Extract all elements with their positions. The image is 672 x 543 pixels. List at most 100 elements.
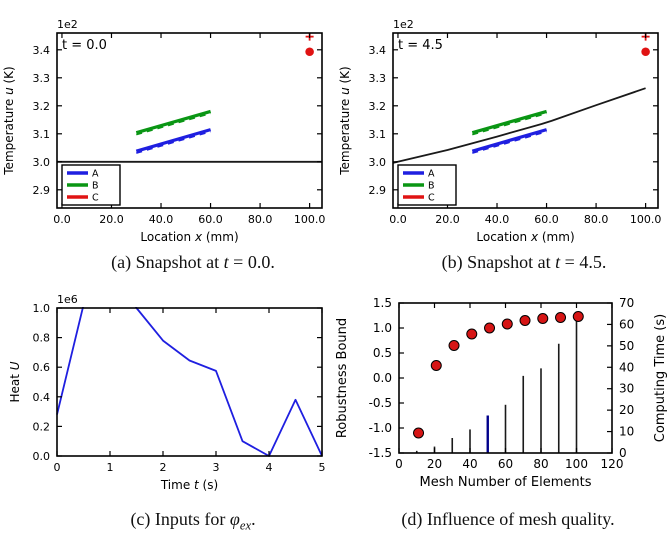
y-tick-label: 3.4: [369, 44, 387, 57]
series-A-solid: [135, 128, 212, 153]
y-tick-label: 3.0: [369, 156, 387, 169]
series-B-solid: [135, 109, 212, 135]
x-axis-label: Location x (mm): [476, 230, 574, 244]
series-B-dashed: [136, 112, 211, 136]
marker-robustness-bound-dots: [466, 328, 478, 340]
x-tick-label: 60.0: [198, 213, 223, 226]
y2-tick-label: 10: [619, 425, 634, 439]
x-tick-label: 0.0: [389, 213, 407, 226]
y-tick-label: 3.1: [33, 128, 51, 141]
legend-label-C: C: [428, 193, 435, 204]
plot-a-series: [57, 32, 322, 163]
series-A-solid: [471, 128, 548, 153]
ticks: [57, 33, 322, 208]
y-axis-label: Temperature u (K): [338, 66, 352, 175]
y-tick-label: 1.5: [373, 296, 392, 310]
y-tick-label: 0.2: [33, 420, 51, 433]
x-tick-label: 80.0: [248, 213, 273, 226]
caption-b: (b) Snapshot at t = 4.5.: [441, 252, 607, 272]
plot-b-series: [392, 32, 650, 164]
y-tick-label: 3.0: [33, 156, 51, 169]
plot-b: 0.0 20.0 40.0 60.0 80.0 100.0 2.9 3.0 3.1 3.2 3.3 3…: [338, 18, 661, 244]
y-tick-label: 3.2: [369, 100, 387, 113]
y-tick-label: 0.8: [33, 332, 51, 345]
x-tick-label: 20.0: [435, 213, 460, 226]
x-tick-label: 80: [533, 457, 548, 471]
y-tick-label: 0.6: [33, 361, 51, 374]
axes-box: [56, 307, 323, 457]
axis-offset-text: 1e2: [393, 18, 414, 31]
x-axis-label: Mesh Number of Elements: [420, 475, 592, 490]
marker-robustness-bound-dots: [430, 360, 442, 371]
x-tick-label: 100: [565, 457, 588, 471]
series-baseline: [392, 87, 646, 164]
y2-axis-label: Computing Time (s): [653, 314, 668, 442]
x-tick-label: 4: [266, 461, 273, 474]
x-tick-label: 1: [107, 461, 114, 474]
plot-a: 0.0 20.0 40.0 60.0 80.0 100.0 2.9 3.0 3.1 3.2 3.3 3…: [2, 18, 325, 244]
x-axis-label: Location x (mm): [140, 230, 238, 244]
marker-robustness-bound-dots: [519, 315, 531, 326]
x-tick-label: 80.0: [584, 213, 609, 226]
legend-label-A: A: [92, 169, 99, 180]
x-tick-label: 100.0: [294, 213, 326, 226]
legend: ABC: [61, 164, 121, 206]
y-tick-label: 3.3: [33, 72, 51, 85]
x-tick-label: 0: [54, 461, 61, 474]
x-tick-label: 20.0: [99, 213, 124, 226]
legend-label-B: B: [92, 181, 99, 192]
series-B-dashed: [472, 112, 547, 136]
x-tick-label: 0: [395, 457, 403, 471]
axes-box: [56, 32, 323, 209]
series-A-dashed: [472, 130, 547, 154]
ticks: [56, 307, 323, 457]
y2-tick-label: 0: [619, 446, 627, 460]
y2-tick-label: 40: [619, 360, 634, 374]
axes-box: [392, 32, 659, 209]
marker-C-dot: [305, 47, 314, 57]
y-tick-label: 3.2: [33, 100, 51, 113]
y-tick-label: -1.0: [369, 421, 392, 435]
x-tick-label: 40.0: [149, 213, 174, 226]
marker-robustness-bound-dots: [572, 311, 584, 322]
ticks: [398, 302, 613, 454]
legend: ABC: [397, 164, 457, 206]
marker-robustness-bound-dots: [484, 322, 496, 334]
y-tick-label: 3.4: [33, 44, 51, 57]
y-tick-label: 1.0: [373, 321, 392, 335]
x-tick-label: 60.0: [534, 213, 559, 226]
y-tick-label: 0.0: [33, 450, 51, 463]
series-heat-input: [56, 307, 323, 457]
y-tick-label: 0.5: [373, 346, 392, 360]
y-axis-label: Heat U: [8, 361, 22, 402]
x-tick-label: 3: [213, 461, 220, 474]
y-tick-label: 2.9: [33, 184, 51, 197]
caption-d: (d) Influence of mesh quality.: [401, 509, 615, 529]
y-tick-label: -0.5: [369, 396, 392, 410]
x-tick-label: 5: [319, 461, 326, 474]
y2-tick-label: 20: [619, 403, 634, 417]
x-tick-label: 120: [601, 457, 624, 471]
marker-robustness-bound-dots: [448, 340, 460, 351]
x-tick-label: 0.0: [53, 213, 71, 226]
marker-robustness-bound-dots: [537, 313, 549, 324]
y2-tick-label: 30: [619, 382, 634, 396]
series-A-dashed: [136, 130, 211, 154]
time-annotation: t = 0.0: [62, 38, 107, 53]
x-axis-label: Time t (s): [160, 478, 218, 492]
legend-label-C: C: [92, 193, 99, 204]
caption-c: (c) Inputs for φex.: [130, 509, 256, 533]
plot-c: 0 1 2 3 4 5 0.0 0.2 0.4 0.6 0.8 1.0 1e6 Time t (s) Hea…: [8, 293, 326, 492]
x-tick-label: 40.0: [485, 213, 510, 226]
y-tick-label: 2.9: [369, 184, 387, 197]
marker-robustness-bound-dots: [413, 427, 425, 439]
y-tick-label: 3.3: [369, 72, 387, 85]
series-B-solid: [471, 109, 548, 135]
y-tick-label: -1.5: [369, 446, 392, 460]
y2-tick-label: 70: [619, 296, 634, 310]
x-tick-label: 60: [498, 457, 513, 471]
x-tick-label: 100.0: [630, 213, 662, 226]
y-axis-label: Robustness Bound: [335, 318, 350, 438]
